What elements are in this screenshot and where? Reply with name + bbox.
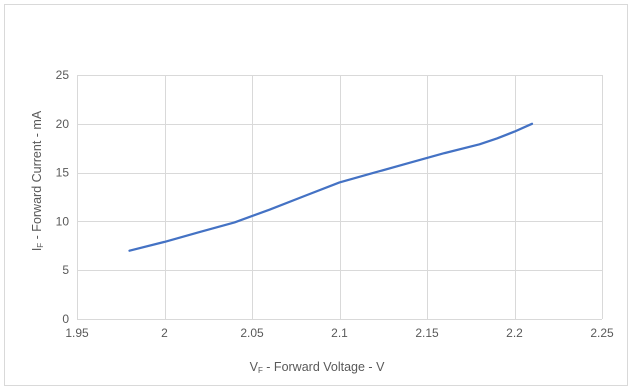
x-tick-label: 2.05 — [240, 326, 264, 340]
x-tick-label: 2.25 — [590, 326, 614, 340]
x-tick-label: 2.15 — [415, 326, 439, 340]
series-layer — [128, 122, 534, 252]
y-tick-label: 20 — [56, 117, 70, 131]
grid-lines — [77, 75, 603, 320]
x-tick-label: 1.95 — [65, 326, 89, 340]
y-axis-title: IF - Forward Current - mA — [30, 110, 45, 251]
chart-area — [4, 4, 628, 386]
y-tick-label: 15 — [56, 166, 70, 180]
x-tick-label: 2 — [161, 326, 168, 340]
series-line — [128, 122, 534, 252]
y-tick-label: 10 — [56, 214, 70, 228]
x-tick-label: 2.1 — [331, 326, 348, 340]
y-tick-labels: 0 5 10 15 20 25 — [56, 68, 70, 326]
y-tick-label: 25 — [56, 68, 70, 82]
x-tick-labels: 1.95 2 2.05 2.1 2.15 2.2 2.25 — [65, 326, 614, 340]
y-tick-label: 5 — [62, 263, 69, 277]
x-axis-title: VF - Forward Voltage - V — [250, 360, 385, 375]
y-tick-label: 0 — [62, 312, 69, 326]
x-tick-label: 2.2 — [506, 326, 523, 340]
